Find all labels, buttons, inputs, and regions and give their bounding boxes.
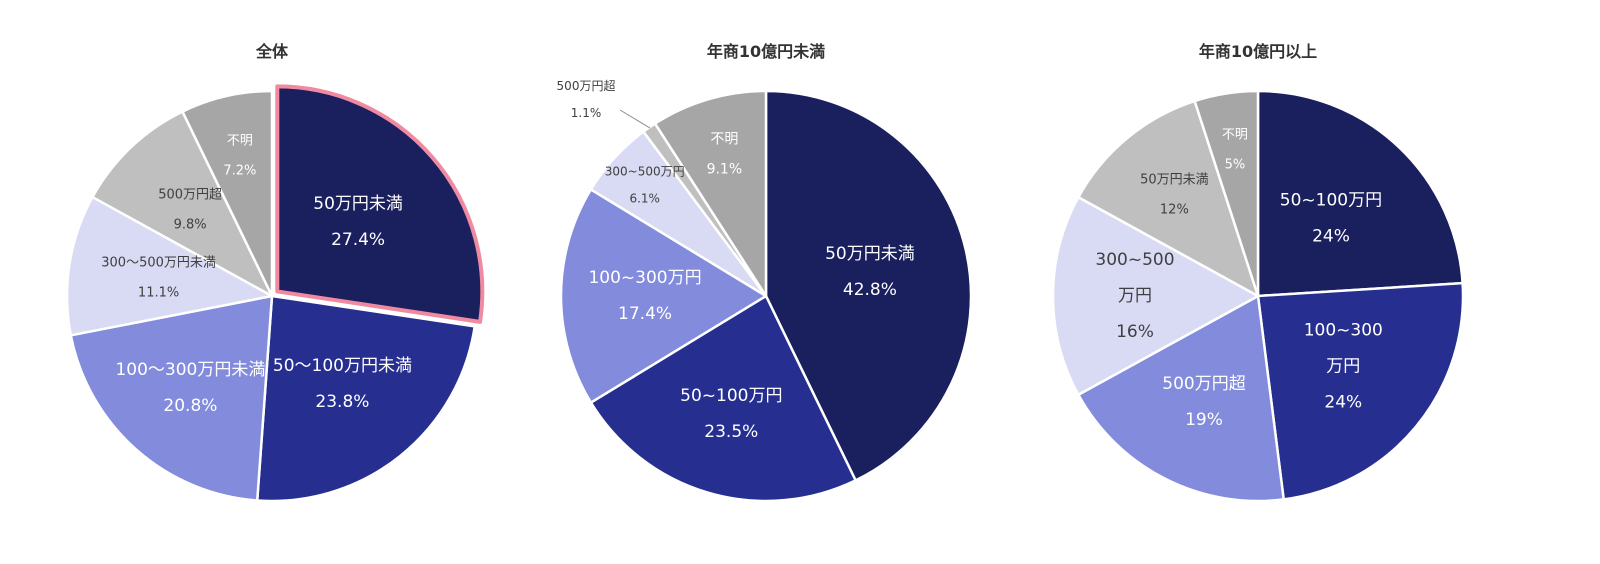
pie-slice xyxy=(589,294,857,503)
slice-value-label: 17.4% xyxy=(618,304,672,324)
slice-value-label: 12% xyxy=(1160,202,1189,217)
chart-title-overall: 全体 xyxy=(255,42,289,61)
slice-value-label: 23.5% xyxy=(704,422,758,442)
pie-slice xyxy=(69,294,274,502)
pie-slice xyxy=(275,84,485,324)
chart-title-under-1b: 年商10億円未満 xyxy=(706,42,826,61)
pie-chart-1: 50万円未満 42.8% 50~100万円 23.5% 100~300万円 17.4% 30… xyxy=(557,78,973,503)
slice-value-label: 24% xyxy=(1312,226,1350,246)
slice-category-label: 50~100万円 xyxy=(1280,190,1382,210)
slice-category-label: 50万円未満 xyxy=(313,194,403,214)
slice-category-label: 100~300万円 xyxy=(588,268,701,288)
slice-category-label: 50~100万円 xyxy=(680,386,782,406)
pie-chart-2: 50~100万円 24% 100~300 万円 24% 500万円超 19% 300~500 万… xyxy=(1051,89,1465,503)
pie-slice xyxy=(65,195,274,337)
slice-category-label: 300~500 xyxy=(1095,250,1174,270)
slice-category-label: 不明 xyxy=(227,134,253,149)
slice-value-label: 19% xyxy=(1185,410,1223,430)
chart-title-over-1b: 年商10億円以上 xyxy=(1198,42,1318,61)
slice-category-label: 500万円超 xyxy=(1162,374,1245,394)
slice-category-label: 300~500万円 xyxy=(605,165,685,179)
slice-value-label: 23.8% xyxy=(315,392,369,412)
pie-slice xyxy=(1077,294,1285,503)
leader-line xyxy=(619,109,651,129)
slice-category-label: 不明 xyxy=(1222,128,1248,143)
slice-value-label: 6.1% xyxy=(629,192,660,206)
slice-category-label: 50万円未満 xyxy=(825,244,915,264)
pie-slice xyxy=(1193,89,1260,298)
slice-value-label: 20.8% xyxy=(163,396,217,416)
slice-category-label: 100～300万円未満 xyxy=(115,360,265,380)
pie-slice xyxy=(1256,89,1464,298)
pie-slice xyxy=(764,89,973,482)
pie-slice xyxy=(91,110,274,298)
slice-value-label: 27.4% xyxy=(331,230,385,250)
pie-slice xyxy=(1256,281,1465,501)
slice-category-label: 不明 xyxy=(710,131,738,147)
slice-category-label: 50～100万円未満 xyxy=(273,356,412,376)
slice-value-label: 7.2% xyxy=(223,164,256,179)
slice-value-label: 5% xyxy=(1225,158,1246,173)
pie-slice xyxy=(181,89,274,298)
slice-category-label: 50万円未満 xyxy=(1140,172,1209,187)
slice-category-label: 100~300 xyxy=(1304,321,1383,341)
slice-category-label: 万円 xyxy=(1326,357,1360,377)
slice-value-label: 1.1% xyxy=(571,106,602,120)
pie-slice xyxy=(559,188,768,404)
pie-slice xyxy=(255,294,476,503)
pie-slice xyxy=(1077,99,1260,298)
slice-value-label: 24% xyxy=(1324,393,1362,413)
slice-category-label: 万円 xyxy=(1118,286,1152,306)
pie-slice xyxy=(653,89,768,298)
slice-value-label: 11.1% xyxy=(138,286,179,301)
pie-chart-0: 50万円未満 27.4% 50～100万円未満 23.8% 100～300万円未満 20.… xyxy=(65,84,485,503)
slice-category-label: 500万円超 xyxy=(557,78,616,93)
slice-value-label: 9.1% xyxy=(707,161,743,177)
slice-value-label: 42.8% xyxy=(843,280,897,300)
pie-slice xyxy=(1051,195,1260,397)
slice-category-label: 300～500万円未満 xyxy=(101,256,216,271)
slice-category-label: 500万円超 xyxy=(158,187,222,202)
slice-value-label: 16% xyxy=(1116,322,1154,342)
slice-value-label: 9.8% xyxy=(174,217,207,232)
